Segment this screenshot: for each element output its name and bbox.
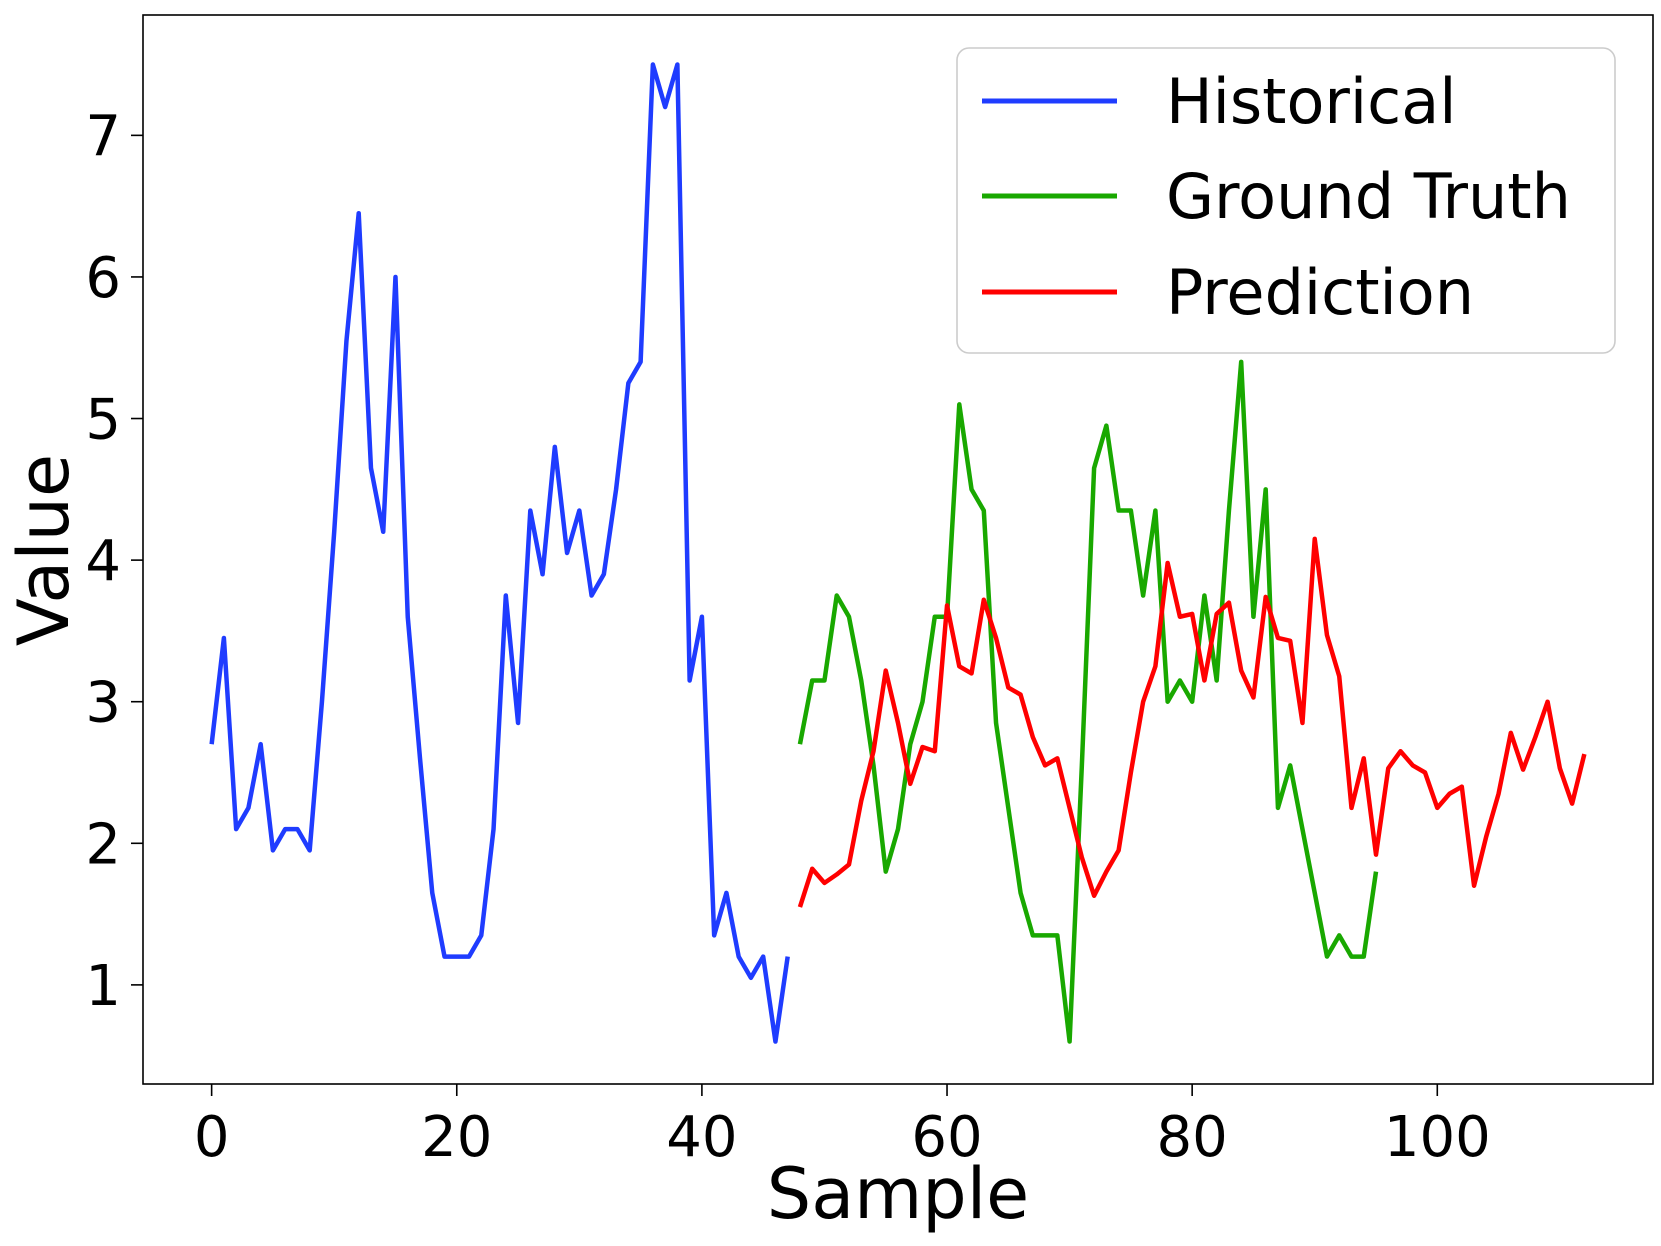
y-tick-label: 2	[85, 812, 121, 877]
legend: Historical Ground Truth Prediction	[956, 47, 1616, 354]
series-line-historical	[209, 62, 790, 1044]
y-tick-label: 7	[85, 104, 121, 169]
x-tick-label: 80	[1157, 1105, 1228, 1170]
y-tick-label: 6	[85, 246, 121, 311]
series-line-prediction	[797, 536, 1587, 908]
plot-frame	[142, 14, 1654, 1085]
y-axis-label: Value	[3, 454, 85, 646]
x-tick-label: 40	[666, 1105, 737, 1170]
x-axis-label: Sample	[767, 1153, 1029, 1235]
legend-label-prediction: Prediction	[1166, 256, 1474, 329]
x-tick-label: 20	[421, 1105, 492, 1170]
x-tick-label: 60	[911, 1105, 982, 1170]
y-tick-label: 5	[85, 388, 121, 453]
legend-label-historical: Historical	[1166, 65, 1456, 138]
series-layer	[209, 62, 1587, 1044]
y-tick-label: 3	[85, 671, 121, 736]
y-tick-label: 1	[85, 954, 121, 1019]
legend-label-ground-truth: Ground Truth	[1166, 160, 1571, 233]
x-tick-label: 0	[194, 1105, 230, 1170]
x-axis-ticks: 0 20 40 60 80 100	[194, 1084, 1491, 1170]
y-tick-label: 4	[85, 529, 121, 594]
x-tick-label: 100	[1384, 1105, 1491, 1170]
y-axis-ticks: 1 2 3 4 5 6 7	[85, 104, 143, 1019]
series-line-ground-truth	[797, 359, 1379, 1044]
legend-box	[956, 47, 1616, 354]
